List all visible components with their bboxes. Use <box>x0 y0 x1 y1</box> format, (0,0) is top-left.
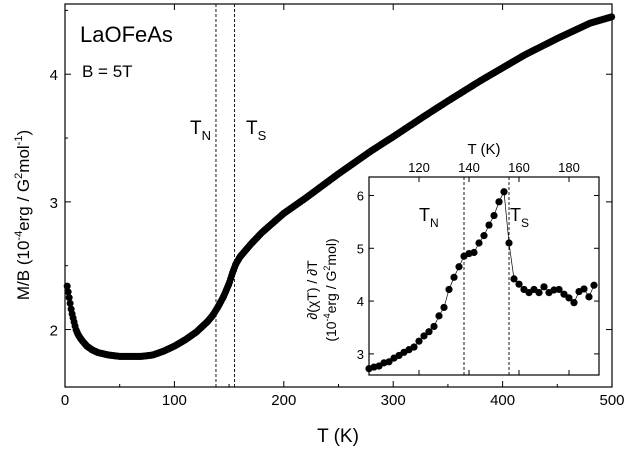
inset-x-tick-label-160: 160 <box>508 160 530 175</box>
inset-data-point-11 <box>420 332 428 340</box>
main-y-label-quantity: M/B <box>14 270 33 300</box>
inset-data-point-4 <box>385 358 393 366</box>
inset-x-axis-label: T (K) <box>467 141 500 158</box>
main-y-ticks: 2 3 4 <box>50 9 612 340</box>
inset-tn-label: TN <box>419 205 439 230</box>
inset-y-ticks: 3 4 5 6 <box>357 188 599 362</box>
inset-y-tick-label-3: 3 <box>357 347 364 362</box>
inset-x-tick-label-180: 180 <box>558 160 580 175</box>
inset-data-point-22 <box>475 239 483 247</box>
inset-plot-frame <box>368 176 600 376</box>
inset-plot-background <box>369 177 599 375</box>
inset-data-point-23 <box>480 232 488 240</box>
main-y-axis-label: M/B (10-4erg / G2mol-1) <box>13 130 33 300</box>
inset-data-point-29 <box>510 275 518 283</box>
inset-data-point-15 <box>440 303 448 312</box>
main-x-tick-label-100: 100 <box>162 392 187 409</box>
main-plot: 0 100 200 300 400 500 2 3 4 T (K) M/B (10-4erg … <box>13 3 625 447</box>
inset-data-point-16 <box>445 285 453 294</box>
inset-y-axis-label-line2: (10-4erg / G2mol) <box>322 238 339 341</box>
inset-transition-lines <box>463 177 510 375</box>
inset-y-tick-label-6: 6 <box>357 188 364 203</box>
main-y-label-unit-mid2: mol <box>14 145 33 172</box>
field-label: B = 5T <box>82 62 133 81</box>
main-y-tick-label-3: 3 <box>50 195 58 212</box>
main-y-label-unit-prefix: (10 <box>14 241 33 266</box>
main-x-tick-label-0: 0 <box>61 392 69 409</box>
inset-plot: 120 140 160 180 3 4 5 6 T (K) ∂(χT) / ∂T (10-4… <box>304 141 600 376</box>
main-y-label-exp1: -4 <box>13 231 25 241</box>
inset-data-point-25 <box>490 211 498 220</box>
inset-data-point-27 <box>500 188 508 196</box>
inset-data-point-40 <box>565 294 573 302</box>
inset-data-point-43 <box>580 285 588 293</box>
inset-y-tick-label-4: 4 <box>357 294 364 309</box>
inset-data-point-9 <box>410 343 418 351</box>
main-data-point-3 <box>66 299 74 307</box>
main-ts-label: TS <box>246 118 267 143</box>
main-data-point-553 <box>608 13 616 21</box>
inset-data-point-26 <box>495 198 503 206</box>
main-data-point-2 <box>65 294 73 302</box>
inset-data-point-34 <box>535 289 543 297</box>
inset-data-series <box>365 188 598 373</box>
inset-data-point-30 <box>515 280 523 288</box>
inset-data-point-28 <box>505 239 513 247</box>
main-y-label-unit-mid: erg / G <box>14 179 33 231</box>
inset-data-point-18 <box>455 263 463 271</box>
main-y-label-exp2: 2 <box>13 173 25 179</box>
inset-y-axis-label-line1: ∂(χT) / ∂T <box>304 260 320 320</box>
main-y-label-unit-end: ) <box>14 130 33 136</box>
main-x-ticks: 0 100 200 300 400 500 <box>61 4 625 409</box>
inset-data-point-24 <box>485 221 493 229</box>
inset-data-point-41 <box>570 299 578 307</box>
inset-ts-label: TS <box>510 205 529 230</box>
inset-data-point-21 <box>470 248 478 257</box>
inset-data-point-13 <box>430 322 438 331</box>
main-tn-label: TN <box>190 118 211 143</box>
inset-data-point-17 <box>450 273 458 281</box>
inset-data-point-39 <box>560 290 568 298</box>
inset-data-point-38 <box>555 285 563 294</box>
main-data-series <box>63 13 616 360</box>
inset-data-point-10 <box>415 337 423 345</box>
main-y-tick-label-4: 4 <box>50 67 58 84</box>
inset-x-tick-label-120: 120 <box>408 160 430 175</box>
main-x-tick-label-200: 200 <box>271 392 296 409</box>
inset-data-point-12 <box>425 328 433 336</box>
inset-data-point-35 <box>540 283 548 291</box>
inset-x-ticks: 120 140 160 180 <box>408 160 580 375</box>
inset-y-tick-label-5: 5 <box>357 241 364 256</box>
main-x-tick-label-500: 500 <box>599 392 624 409</box>
main-data-point-0 <box>63 282 71 290</box>
main-y-tick-label-2: 2 <box>50 323 58 340</box>
main-transition-lines <box>215 4 236 387</box>
main-x-axis-label: T (K) <box>317 426 359 447</box>
main-y-label-exp3: -1 <box>13 136 25 146</box>
inset-data-point-14 <box>435 312 443 320</box>
material-label: LaOFeAs <box>80 22 173 47</box>
inset-data-point-44 <box>585 293 593 301</box>
main-x-tick-label-300: 300 <box>381 392 406 409</box>
inset-x-tick-label-140: 140 <box>458 160 480 175</box>
main-data-point-1 <box>64 288 72 296</box>
main-x-tick-label-400: 400 <box>490 392 515 409</box>
inset-data-point-45 <box>590 281 598 289</box>
